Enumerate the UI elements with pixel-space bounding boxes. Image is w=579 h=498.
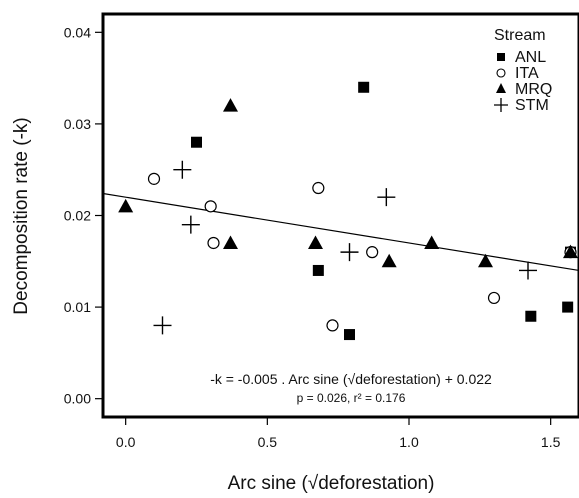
y-axis: 0.00 0.01 0.02 0.03 0.04 bbox=[64, 24, 103, 407]
legend-marker-ita bbox=[496, 68, 506, 78]
plot-frame bbox=[101, 12, 579, 419]
y-tick-label: 0.04 bbox=[64, 24, 91, 40]
point-stm bbox=[519, 261, 537, 280]
point-mrq bbox=[223, 235, 238, 249]
point-anl bbox=[191, 136, 202, 148]
point-anl bbox=[358, 81, 370, 93]
point-mrq bbox=[381, 253, 397, 268]
point-mrq bbox=[308, 235, 323, 249]
legend-label-ita: ITA bbox=[515, 65, 539, 82]
y-axis-title: Decomposition rate (-k) bbox=[11, 117, 32, 314]
legend-label-anl: ANL bbox=[515, 49, 546, 66]
x-axis-title: Arc sine (√deforestation) bbox=[228, 473, 435, 494]
x-tick-label: 1.0 bbox=[399, 434, 419, 450]
legend-label-stm: STM bbox=[515, 97, 549, 114]
point-anl bbox=[525, 310, 537, 322]
point-mrq bbox=[223, 98, 238, 112]
point-ita bbox=[204, 200, 217, 213]
point-stm bbox=[173, 160, 192, 179]
point-stm bbox=[340, 243, 359, 262]
y-tick-label: 0.00 bbox=[64, 391, 91, 407]
point-anl bbox=[312, 264, 324, 276]
point-ita bbox=[366, 246, 379, 259]
y-tick-label: 0.01 bbox=[64, 299, 91, 315]
regression-group bbox=[102, 192, 579, 272]
point-mrq bbox=[424, 235, 440, 249]
regression-equation: -k = -0.005 . Arc sine (√deforestation) … bbox=[210, 371, 492, 387]
y-tick-label: 0.03 bbox=[64, 116, 91, 132]
point-ita bbox=[312, 181, 325, 195]
x-axis: 0.0 0.5 1.0 1.5 bbox=[116, 417, 561, 450]
point-mrq bbox=[118, 198, 134, 213]
regression-line bbox=[102, 192, 579, 272]
x-tick-label: 1.5 bbox=[541, 434, 561, 450]
point-mrq bbox=[478, 253, 493, 268]
legend-marker-stm bbox=[494, 98, 508, 112]
point-ita bbox=[326, 319, 339, 332]
regression-stats: p = 0.026, r² = 0.176 bbox=[297, 391, 406, 405]
x-tick-label: 0.5 bbox=[258, 434, 278, 450]
point-ita bbox=[207, 236, 220, 250]
point-ita bbox=[147, 172, 161, 185]
legend-label-mrq: MRQ bbox=[515, 81, 552, 98]
point-stm bbox=[153, 316, 172, 335]
point-stm bbox=[377, 188, 396, 207]
legend-title: Stream bbox=[494, 27, 546, 44]
legend-marker-mrq bbox=[496, 83, 506, 93]
point-stm bbox=[181, 215, 200, 234]
x-tick-label: 0.0 bbox=[116, 434, 136, 450]
point-anl bbox=[344, 329, 355, 341]
point-ita bbox=[487, 291, 501, 305]
y-tick-label: 0.02 bbox=[64, 208, 91, 224]
point-mrq bbox=[563, 244, 578, 259]
data-points bbox=[118, 81, 578, 341]
point-anl bbox=[562, 301, 574, 313]
legend-marker-anl bbox=[497, 53, 505, 61]
